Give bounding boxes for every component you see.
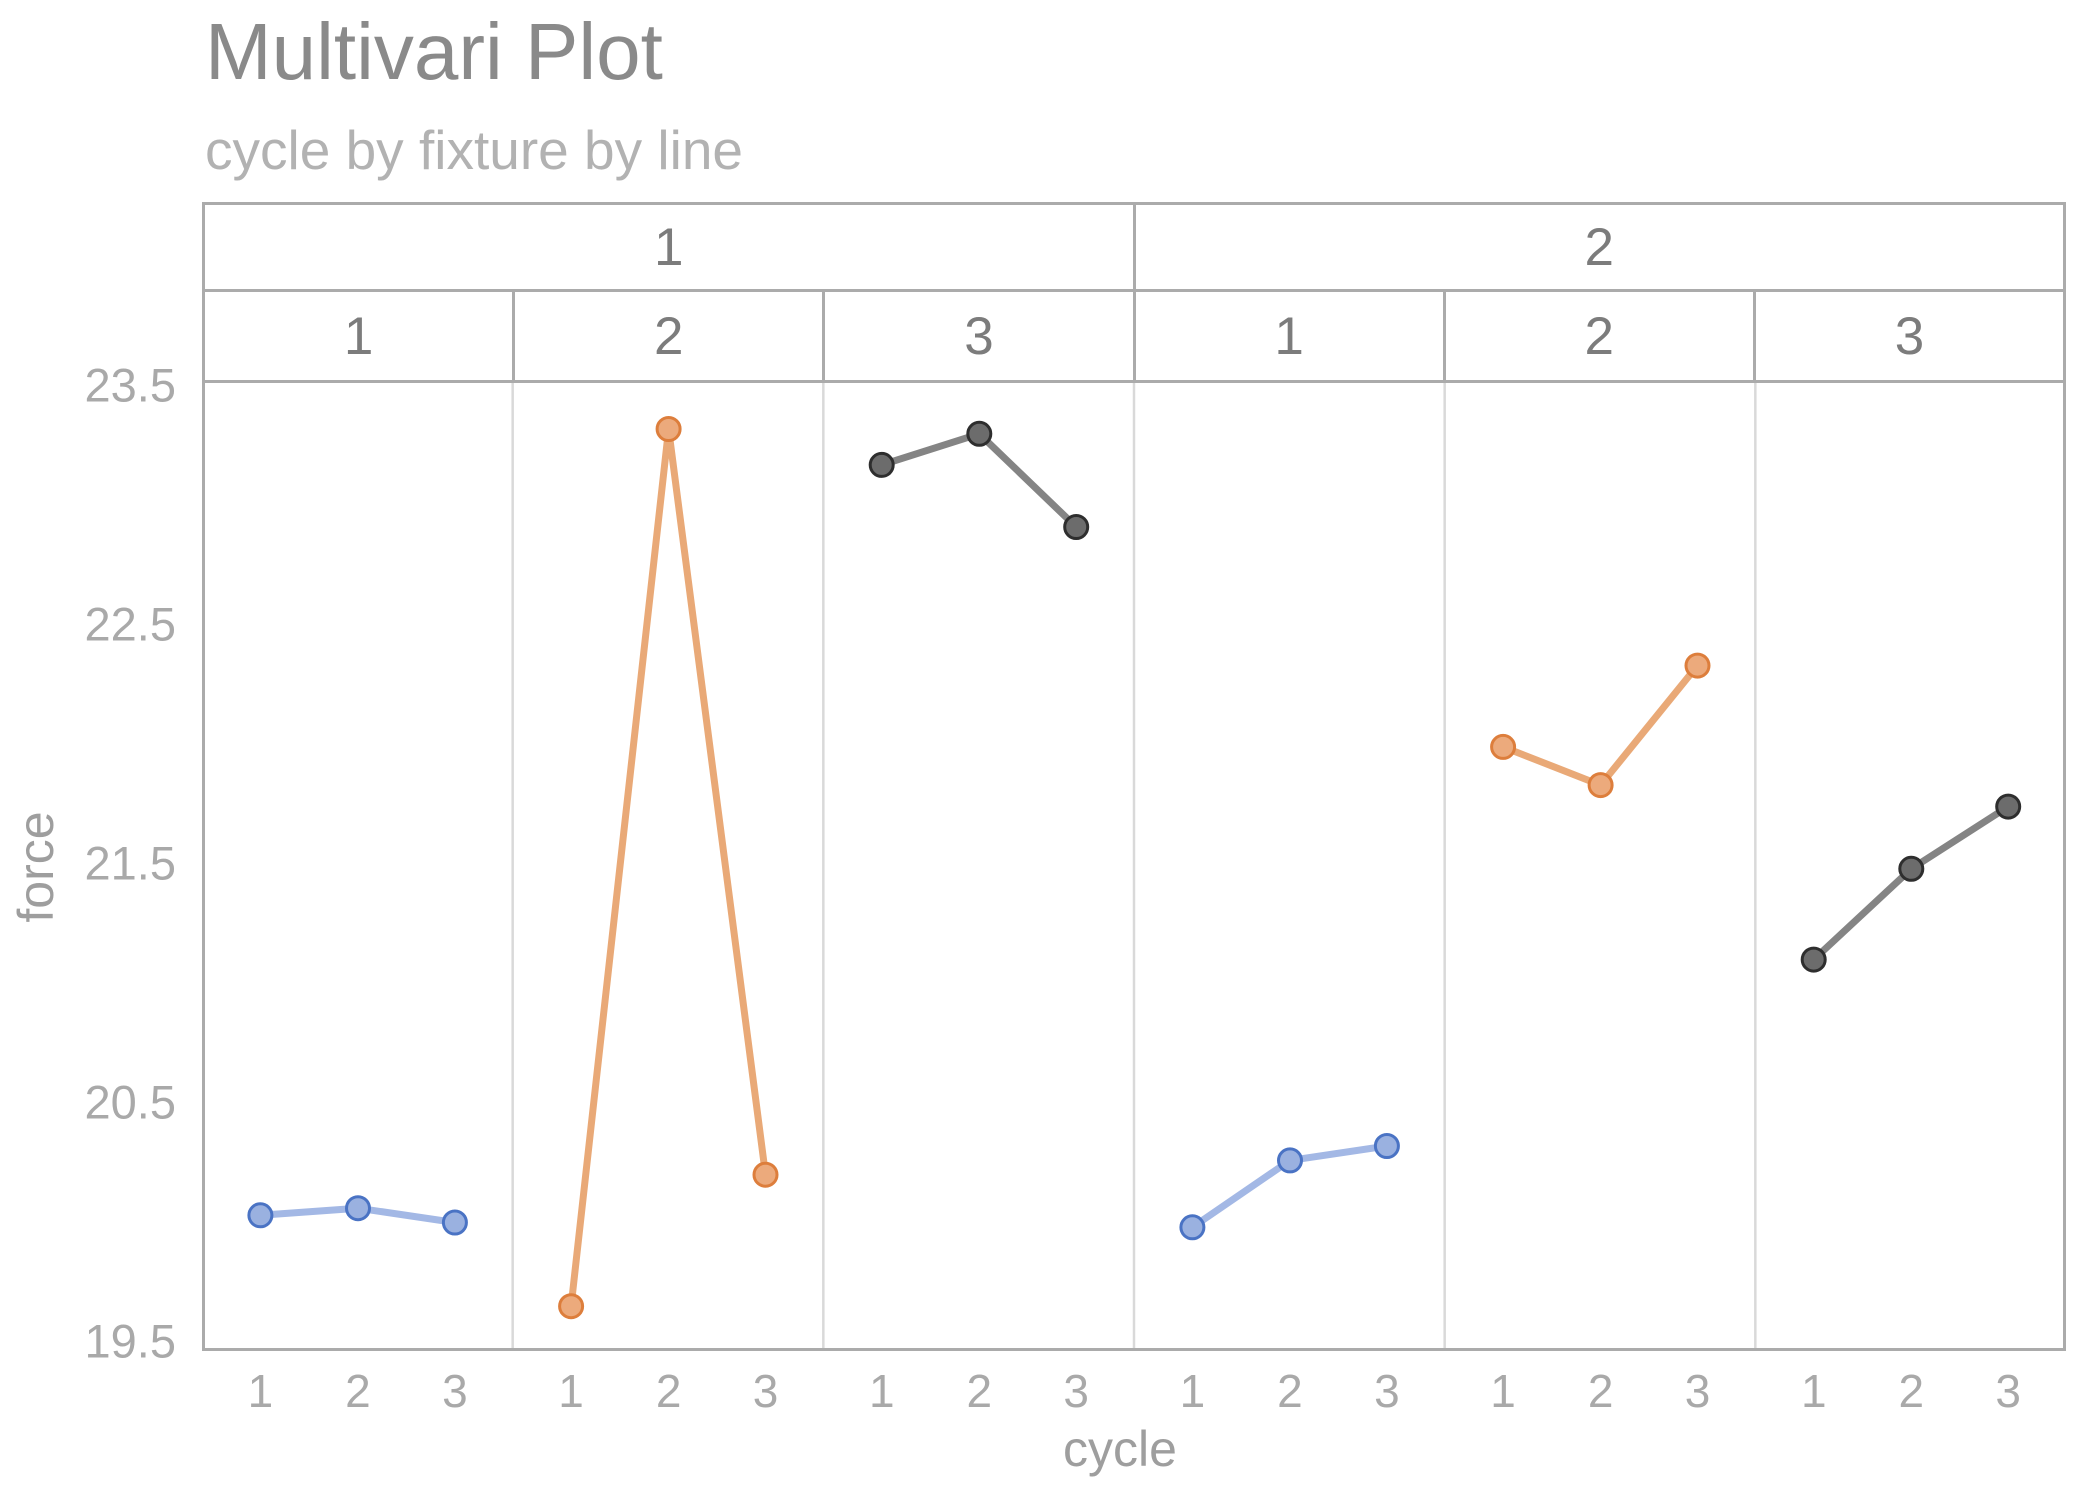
plot-area	[202, 383, 2066, 1351]
x-tick-label-panel1-3: 3	[442, 1365, 468, 1417]
facet-label-line-1: 1	[202, 202, 1136, 292]
x-tick-label-panel1-1: 1	[247, 1365, 274, 1417]
x-tick-label-panel4-2: 2	[1277, 1365, 1303, 1417]
x-tick-label-panel3-3: 3	[1063, 1365, 1089, 1417]
x-tick-label-panel2-2: 2	[655, 1365, 682, 1417]
facet-label-line-2: 2	[1135, 202, 2066, 292]
facet-label-fixture-3: 3	[825, 292, 1136, 383]
x-tick-label-panel5-2: 2	[1587, 1365, 1614, 1417]
x-tick-label-panel5-1: 1	[1490, 1365, 1516, 1417]
y-tick-label-21.5: 21.5	[84, 836, 176, 890]
x-tick-label-panel6-1: 1	[1800, 1365, 1827, 1417]
facet-label-fixture-1: 1	[1135, 292, 1446, 383]
y-axis-title: force	[8, 811, 64, 923]
facet-label-fixture-2: 2	[1445, 292, 1756, 383]
chart-subtitle: cycle by fixture by line	[205, 119, 743, 181]
x-tick-label-panel2-3: 3	[752, 1365, 779, 1417]
x-tick-label-panel2-1: 1	[558, 1365, 584, 1417]
x-tick-label-panel5-3: 3	[1684, 1365, 1711, 1417]
y-tick-label-19.5: 19.5	[84, 1314, 176, 1368]
y-tick-label-23.5: 23.5	[84, 358, 176, 412]
x-tick-label-panel4-1: 1	[1179, 1365, 1206, 1417]
x-tick-label-panel4-3: 3	[1374, 1365, 1400, 1417]
y-tick-label-22.5: 22.5	[84, 597, 176, 651]
facet-label-fixture-1: 1	[202, 292, 516, 383]
facet-label-fixture-3: 3	[1755, 292, 2067, 383]
chart-title: Multivari Plot	[205, 7, 663, 96]
facet-label-fixture-2: 2	[515, 292, 826, 383]
x-axis-title: cycle	[1063, 1421, 1177, 1477]
x-tick-label-panel6-2: 2	[1898, 1365, 1925, 1417]
x-tick-label-panel6-3: 3	[1995, 1365, 2021, 1417]
x-tick-label-panel3-2: 2	[966, 1365, 993, 1417]
x-tick-label-panel3-1: 1	[868, 1365, 895, 1417]
x-tick-label-panel1-2: 2	[345, 1365, 371, 1417]
y-tick-label-20.5: 20.5	[84, 1075, 176, 1129]
